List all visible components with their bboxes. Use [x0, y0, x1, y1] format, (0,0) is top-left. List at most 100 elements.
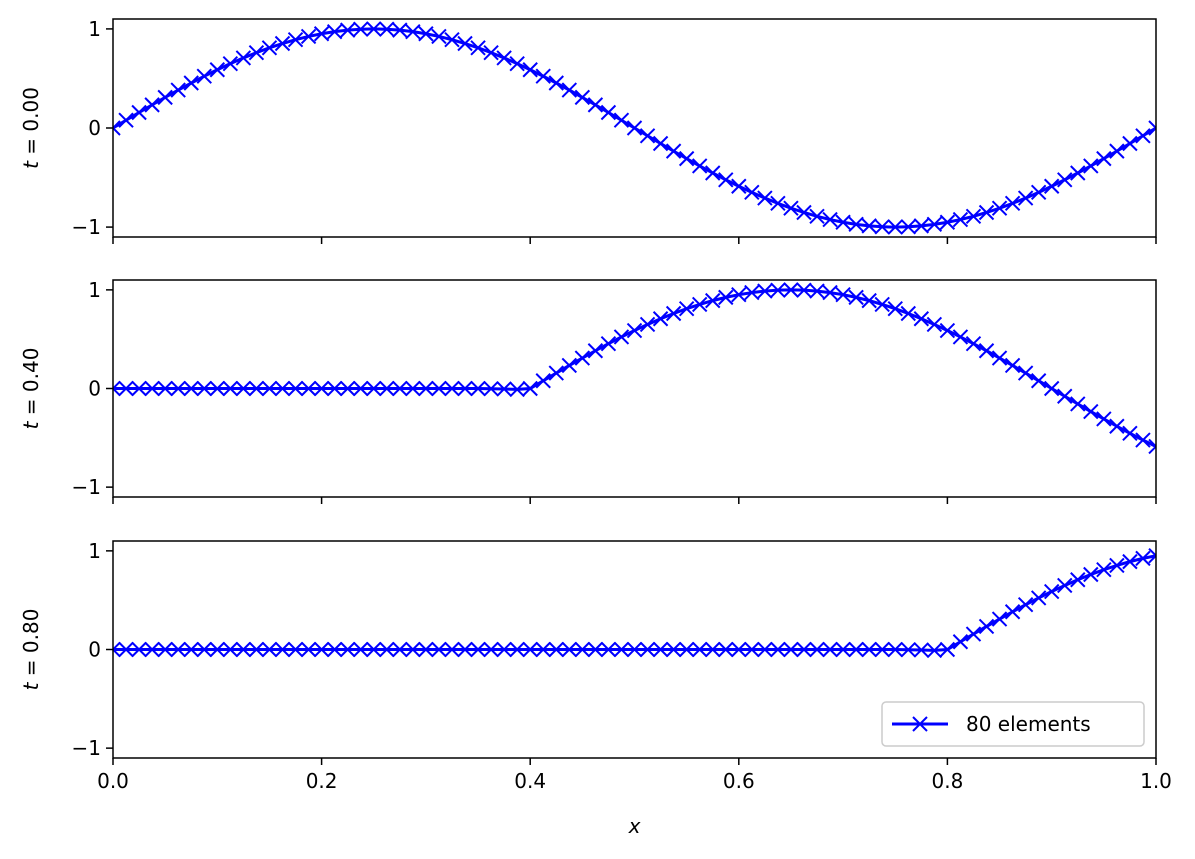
x-tick-label: 0.8: [931, 769, 963, 793]
y-tick-label: 0: [88, 377, 101, 401]
data-point: [222, 55, 239, 72]
data-point: [757, 283, 773, 299]
data-point: [170, 641, 186, 658]
data-point: [848, 289, 864, 306]
data-point: [939, 322, 956, 339]
data-point: [1057, 577, 1073, 594]
data-point: [313, 641, 330, 658]
data-point: [965, 336, 982, 352]
data-point: [496, 50, 512, 66]
data-point: [118, 112, 134, 128]
data-point: [574, 350, 591, 366]
data-point: [1122, 135, 1138, 152]
data-point: [326, 641, 343, 658]
data-point: [353, 641, 369, 658]
data-point: [144, 641, 160, 658]
data-point: [535, 68, 551, 84]
data-point: [587, 97, 604, 113]
data-point: [509, 55, 525, 72]
data-point: [1096, 150, 1112, 167]
data-point: [144, 97, 160, 113]
data-point: [600, 641, 617, 658]
data-point: [261, 641, 278, 658]
data-point: [457, 35, 473, 52]
data-point: [113, 641, 121, 658]
data-point: [1043, 380, 1060, 397]
data-point: [678, 300, 695, 317]
data-point: [718, 289, 734, 306]
data-point: [248, 641, 265, 658]
legend-label: 80 elements: [966, 712, 1091, 736]
data-point: [1135, 128, 1151, 144]
data-point: [991, 350, 1008, 366]
data-point: [1148, 547, 1156, 564]
data-point: [183, 380, 199, 397]
legend-box: [881, 701, 1145, 747]
data-point: [118, 641, 134, 658]
data-point: [196, 68, 212, 84]
data-point: [313, 26, 330, 42]
data-point: [952, 634, 969, 650]
data-point: [887, 641, 903, 658]
data-point: [718, 172, 734, 188]
data-point: [744, 184, 760, 201]
data-point: [1004, 357, 1021, 374]
data-point: [991, 611, 1008, 627]
legend: 80 elements: [881, 701, 1145, 747]
data-point: [926, 216, 943, 233]
data-point: [1057, 172, 1073, 188]
data-point: [470, 40, 486, 56]
data-point: [757, 641, 773, 658]
y-tick-label: −1: [72, 215, 101, 239]
y-tick-label: 1: [88, 278, 101, 302]
data-point: [548, 365, 564, 381]
data-point: [887, 219, 903, 235]
data-point: [483, 381, 499, 397]
data-point: [900, 219, 916, 235]
x-tick-label: 1.0: [1140, 769, 1172, 793]
data-point: [392, 641, 408, 658]
data-point: [822, 284, 838, 301]
data-point: [783, 641, 799, 658]
data-point: [196, 380, 212, 397]
data-point: [248, 44, 265, 61]
data-point: [326, 380, 343, 397]
data-point: [209, 62, 226, 78]
y-axis-label: t = 0.80: [19, 609, 43, 691]
data-point: [405, 23, 421, 40]
data-point: [718, 641, 734, 658]
data-point: [113, 380, 121, 397]
data-point: [561, 357, 578, 374]
data-point: [652, 641, 669, 658]
data-point: [222, 641, 239, 658]
data-point: [444, 641, 460, 658]
data-point: [822, 211, 838, 228]
data-point: [665, 305, 682, 322]
data-point: [770, 282, 786, 298]
data-point: [300, 28, 317, 45]
data-point: [574, 89, 591, 106]
x-tick-label: 0.2: [306, 769, 338, 793]
data-point: [939, 214, 956, 230]
data-point: [209, 641, 226, 658]
y-tick-label: 1: [88, 539, 101, 563]
data-point: [913, 218, 930, 234]
data-point: [1070, 396, 1086, 412]
data-point: [1096, 561, 1112, 578]
data-point: [874, 641, 890, 658]
data-point: [926, 642, 943, 659]
data-point: [861, 218, 877, 234]
data-point: [1004, 604, 1021, 620]
data-point: [652, 135, 669, 152]
data-point: [574, 641, 591, 658]
series-2: [113, 282, 1156, 455]
data-point: [691, 296, 708, 313]
y-tick-label: 0: [88, 116, 101, 140]
x-tick-label: 0.6: [723, 769, 755, 793]
data-point: [913, 642, 930, 658]
data-point: [965, 208, 982, 224]
data-point: [509, 641, 525, 658]
data-point: [170, 380, 186, 397]
data-point: [561, 82, 578, 98]
data-point: [326, 23, 343, 40]
